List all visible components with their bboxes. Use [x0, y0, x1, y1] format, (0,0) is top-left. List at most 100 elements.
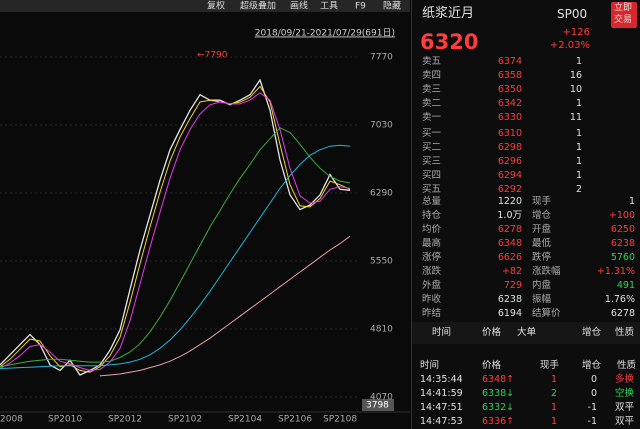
book-label: 买三 [422, 156, 442, 167]
series-line [99, 235, 351, 377]
toolbar-button[interactable]: 复权 [207, 0, 225, 12]
trade-header: 性质 [617, 360, 637, 371]
stat-value: 6278 [497, 224, 522, 235]
trade-button-text[interactable]: 交易 [614, 15, 633, 25]
trade-time: 14:41:59 [420, 388, 463, 399]
trade-price: 6338↓ [482, 388, 515, 399]
y-tick-label: 7030 [370, 121, 393, 131]
trade-oi-change: -1 [587, 402, 597, 413]
stat-label: 内盘 [532, 280, 552, 291]
trade-oi-change: 0 [590, 388, 597, 399]
stat-label: 增仓 [532, 210, 552, 221]
trade-time: 14:35:44 [420, 374, 463, 385]
stat-value: 1220 [497, 196, 522, 207]
book-volume: 11 [569, 112, 582, 123]
low-label: 3798 [366, 401, 389, 411]
book-label: 买二 [422, 142, 442, 153]
toolbar-bg [0, 0, 410, 12]
stat-value: 6348 [497, 238, 522, 249]
tab[interactable]: 性质 [615, 327, 635, 338]
y-tick-label: 5550 [370, 257, 393, 267]
stat-value: +82 [501, 266, 522, 277]
stat-value: 1.0万 [497, 210, 522, 221]
series-line [0, 127, 351, 368]
book-label: 卖二 [422, 98, 442, 109]
stat-value: 729 [503, 280, 522, 291]
series-line [0, 78, 351, 376]
trade-header: 增仓 [582, 360, 602, 371]
stat-label: 涨跌 [422, 266, 442, 277]
stat-value: 6626 [497, 252, 522, 263]
stat-value: +100 [608, 210, 635, 221]
book-label: 买五 [422, 184, 442, 195]
trade-price: 6332↓ [482, 402, 515, 413]
trade-button-text[interactable]: 立即 [614, 3, 633, 13]
book-label: 卖四 [422, 70, 442, 81]
trade-volume: 1 [550, 416, 557, 427]
stat-value: 1 [628, 196, 635, 207]
stat-value: 6238 [497, 294, 522, 305]
last-price: 6320 [420, 30, 479, 54]
trade-header: 现手 [540, 360, 560, 371]
tab[interactable]: 时间 [432, 327, 452, 338]
instrument-name: 纸浆近月 [422, 6, 475, 21]
book-label: 卖五 [422, 56, 442, 67]
book-price: 6292 [497, 184, 522, 195]
y-tick-label: 6290 [370, 189, 393, 199]
trade-time: 14:47:51 [420, 402, 463, 413]
x-tick-label: SP2102 [168, 415, 202, 425]
change: +126 [562, 27, 590, 38]
stat-label: 均价 [422, 224, 442, 235]
trade-oi-change: 0 [590, 374, 597, 385]
stat-label: 持仓 [422, 210, 442, 221]
tab[interactable]: 价格 [482, 327, 502, 338]
toolbar-button[interactable]: 隐藏 [383, 0, 401, 12]
date-range: 2018/09/21-2021/07/29(691日) [255, 28, 395, 39]
stat-label: 总量 [422, 196, 442, 207]
stat-label: 开盘 [532, 224, 552, 235]
stat-label: 现手 [532, 196, 552, 207]
stat-label: 涨停 [422, 252, 442, 263]
book-price: 6298 [497, 142, 522, 153]
stat-value: 6278 [610, 308, 635, 319]
tab[interactable]: 大单 [517, 327, 537, 338]
trade-type: 多换 [615, 374, 635, 385]
book-price: 6374 [497, 56, 522, 67]
stat-value: 6250 [610, 224, 635, 235]
y-tick-label: 7770 [370, 53, 393, 63]
instrument-code: SP00 [557, 7, 588, 21]
trade-volume: 1 [550, 402, 557, 413]
x-tick-label: SP2108 [323, 415, 357, 425]
book-volume: 10 [569, 84, 582, 95]
stat-label: 振幅 [532, 294, 552, 305]
tab[interactable]: 增仓 [582, 327, 602, 338]
series-line [0, 85, 351, 373]
quote-panel: 纸浆近月 SP00 立即 交易 6320 +126 +2.03% 卖五 6374 1 卖四 6358 1… [411, 0, 640, 429]
book-volume: 16 [569, 70, 582, 81]
trade-oi-change: -1 [587, 416, 597, 427]
trade-header: 价格 [482, 360, 502, 371]
trade-volume: 2 [550, 388, 557, 399]
stat-value: 6194 [497, 308, 522, 319]
x-tick-label: SP2106 [278, 415, 312, 425]
trade-type: 空换 [615, 388, 635, 399]
trade-volume: 1 [550, 374, 557, 385]
trade-button[interactable] [611, 2, 637, 28]
stat-label: 最高 [422, 238, 442, 249]
book-label: 卖三 [422, 84, 442, 95]
toolbar-button[interactable]: F9 [355, 2, 366, 12]
stat-label: 跌停 [532, 252, 552, 263]
toolbar-button[interactable]: 工具 [320, 1, 338, 12]
book-price: 6296 [497, 156, 522, 167]
trade-price: 6336↑ [482, 416, 515, 427]
stat-label: 结算价 [532, 308, 561, 319]
y-tick-label: 4070 [370, 393, 393, 403]
stat-label: 外盘 [422, 280, 442, 291]
toolbar-button[interactable]: 超级叠加 [240, 0, 276, 12]
book-label: 卖一 [422, 112, 442, 123]
stat-label: 最低 [532, 238, 552, 249]
book-volume: 1 [575, 98, 582, 109]
toolbar-button[interactable]: 画线 [290, 0, 308, 12]
book-price: 6358 [497, 70, 522, 81]
